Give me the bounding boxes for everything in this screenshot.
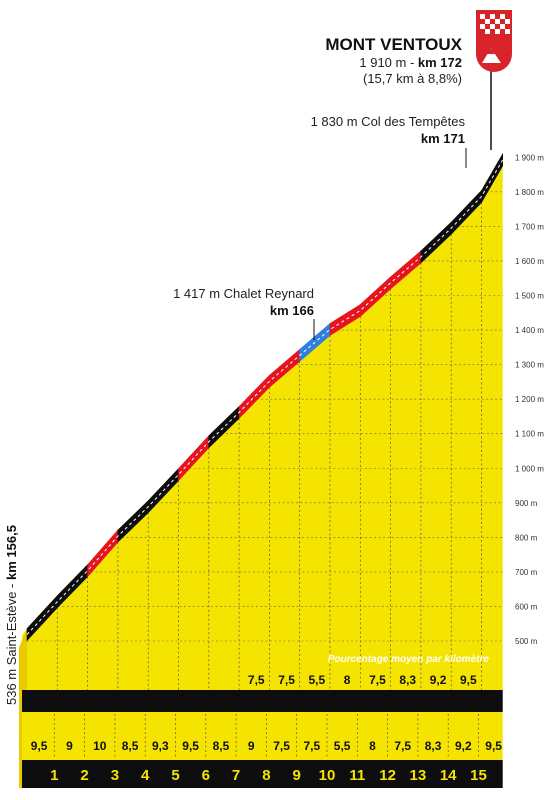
landmark-col-des-tempetes-name: 1 830 m Col des Tempêtes [311, 114, 466, 129]
road-centre-line [26, 159, 504, 635]
summit-altitude-text: 1 910 m - [359, 55, 418, 70]
summit-name: MONT VENTOUX [325, 35, 462, 54]
elevation-tick-label: 1 300 m [515, 361, 544, 370]
percentage-value-top: 9,5 [460, 673, 477, 687]
percentage-value-top: 8,3 [399, 673, 416, 687]
grid-layer [27, 191, 503, 690]
km-tick-label: 3 [111, 767, 119, 784]
percentage-value-top: 9,2 [430, 673, 447, 687]
start-label: 536 m Saint-Estève - km 156,5 [4, 525, 19, 705]
km-tick-label: 11 [349, 767, 365, 784]
base-band-layer: 9,5 9 10 8,5 9,3 9,5 8,5 9 7,5 7,5 5,5 8 7,5 8,3 9,2 9,… [19, 673, 503, 788]
elevation-tick-label: 900 m [515, 499, 538, 508]
km-tick-label: 9 [293, 767, 301, 784]
summit-altitude: 1 910 m - km 172 [359, 55, 462, 70]
start-km: km 156,5 [4, 525, 19, 580]
elevation-tick-label: 1 600 m [515, 257, 544, 266]
percentage-band [22, 690, 503, 712]
km-tick-label: 10 [319, 767, 336, 784]
elevation-tick-label: 1 500 m [515, 292, 544, 301]
km-tick-label: 14 [440, 767, 457, 784]
elevation-tick-label: 1 900 m [515, 153, 544, 162]
elevation-tick-label: 1 800 m [515, 188, 544, 197]
percentage-value-top: 8 [344, 673, 351, 687]
percentage-value: 7,5 [304, 739, 321, 753]
percentage-value: 8 [369, 739, 376, 753]
percentage-value: 7,5 [273, 739, 290, 753]
landmark-col-des-tempetes-km: km 171 [421, 131, 465, 146]
elevation-tick-label: 1 100 m [515, 430, 544, 439]
profile-area [22, 153, 503, 691]
percentage-value: 8,3 [425, 739, 442, 753]
percentage-value: 9,5 [485, 739, 502, 753]
profile-area-layer [19, 153, 503, 691]
elevation-tick-label: 500 m [515, 637, 538, 646]
base-front [22, 712, 503, 760]
elevation-tick-label: 800 m [515, 533, 538, 542]
start-label-text: 536 m Saint-Estève - [4, 580, 19, 705]
climb-summary: (15,7 km à 8,8%) [363, 71, 462, 86]
percentage-value: 8,5 [122, 739, 139, 753]
km-tick-label: 4 [141, 767, 150, 784]
km-tick-label: 5 [171, 767, 179, 784]
km-tick-label: 6 [202, 767, 210, 784]
km-tick-label: 2 [80, 767, 88, 784]
percentage-value: 9,3 [152, 739, 169, 753]
elevation-tick-label: 700 m [515, 568, 538, 577]
landmark-chalet-reynard-km: km 166 [270, 303, 314, 318]
km-tick-label: 15 [470, 767, 487, 784]
road-segment [481, 152, 504, 204]
percentage-value: 9,2 [455, 739, 472, 753]
percentage-value-top: 5,5 [309, 673, 326, 687]
profile-start-cap [19, 628, 27, 690]
road-band-layer [26, 152, 504, 642]
percentage-value-top: 7,5 [369, 673, 386, 687]
km-tick-label: 12 [379, 767, 396, 784]
base-side [19, 690, 22, 788]
percentage-value: 9 [66, 739, 73, 753]
landmark-chalet-reynard-name: 1 417 m Chalet Reynard [173, 286, 314, 301]
percentage-value-top: 7,5 [248, 673, 265, 687]
elevation-tick-label: 1 200 m [515, 395, 544, 404]
elevation-tick-label: 1 700 m [515, 222, 544, 231]
elevation-tick-label: 1 000 m [515, 464, 544, 473]
percentage-value: 5,5 [334, 739, 351, 753]
percentage-value: 8,5 [213, 739, 230, 753]
km-tick-label: 13 [410, 767, 427, 784]
percentage-value: 9,5 [182, 739, 199, 753]
summit-flag-icon [476, 10, 512, 150]
percentage-value-top: 7,5 [278, 673, 295, 687]
km-tick-label: 8 [262, 767, 270, 784]
km-tick-label: 1 [50, 767, 58, 784]
percentage-value: 9 [248, 739, 255, 753]
km-band [22, 760, 503, 788]
percentage-value: 10 [93, 739, 107, 753]
percentage-value: 7,5 [394, 739, 411, 753]
km-tick-label: 7 [232, 767, 240, 784]
annotations-layer: MONT VENTOUX 1 910 m - km 172 (15,7 km à… [4, 10, 512, 705]
elevation-tick-label: 1 400 m [515, 326, 544, 335]
average-percentage-note: Pourcentage moyen par kilomètre [328, 654, 490, 665]
elevation-axis: 500 m 600 m 700 m 800 m 900 m 1 000 m 1 100 m 1… [515, 153, 544, 646]
summit-km: km 172 [418, 55, 462, 70]
elevation-tick-label: 600 m [515, 602, 538, 611]
percentage-value: 9,5 [31, 739, 48, 753]
